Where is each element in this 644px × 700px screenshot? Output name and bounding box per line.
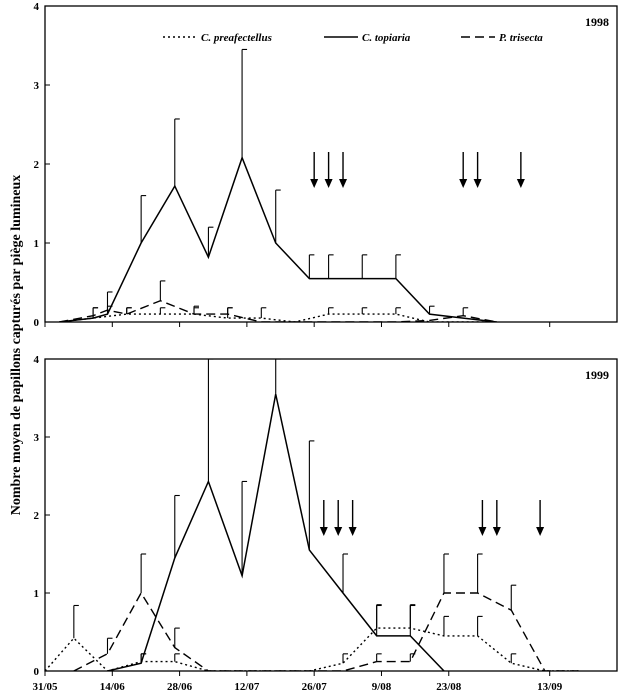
y-tick-label: 2 [34,510,40,522]
x-tick-label: 28/06 [167,681,193,693]
y-tick-label: 0 [34,317,40,329]
series-line [59,155,497,322]
y-tick-label: 4 [34,354,40,366]
plot-frame [44,5,618,323]
arrow-head [473,179,482,188]
y-tick-label: 3 [34,432,40,444]
legend-label: P. trisecta [499,32,543,44]
series-line [59,299,497,322]
x-tick-label: 14/06 [100,681,126,693]
panel-1998: 0 1 2 3 4 1998 [34,1,618,329]
arrow-head [319,527,328,536]
panel-1999: 0 1 2 3 4 1999 31/05 14/06 28/06 12/07 26/07 9/08 23… [32,354,618,693]
arrow-head [310,179,319,188]
year-label: 1998 [585,15,609,29]
arrow-head [536,527,545,536]
arrow-head [348,527,357,536]
series-line [45,627,579,671]
series-group [45,359,579,671]
arrow-head [324,179,333,188]
y-tick-label: 4 [34,1,40,13]
x-tick-label: 23/08 [436,681,462,693]
arrow-head [516,179,525,188]
arrow-head [492,527,501,536]
arrow-head [334,527,343,536]
arrow-head [339,179,348,188]
arrow-head [478,527,487,536]
series-line [107,393,445,671]
x-tick-label: 9/08 [372,681,392,693]
x-tick-label: 26/07 [302,681,328,693]
series-line [73,591,579,671]
plot-frame [44,358,618,672]
series-group [59,48,497,322]
legend-label: C. topiaria [362,32,411,44]
y-tick-label: 1 [34,588,40,600]
arrow-head [459,179,468,188]
x-tick-label: 12/07 [234,681,260,693]
y-axis-label: Nombre moyen de papillons capturés par p… [9,175,24,516]
y-tick-label: 1 [34,238,40,250]
x-tick-label: 13/09 [537,681,563,693]
x-tick-label: 31/05 [32,681,58,693]
year-label: 1999 [585,368,609,382]
y-tick-label: 0 [34,666,40,678]
legend-label: C. preafectellus [201,32,272,44]
legend: C. preafectellus C. topiaria P. trisecta [163,32,543,44]
y-tick-label: 3 [34,80,40,92]
y-tick-label: 2 [34,159,40,171]
